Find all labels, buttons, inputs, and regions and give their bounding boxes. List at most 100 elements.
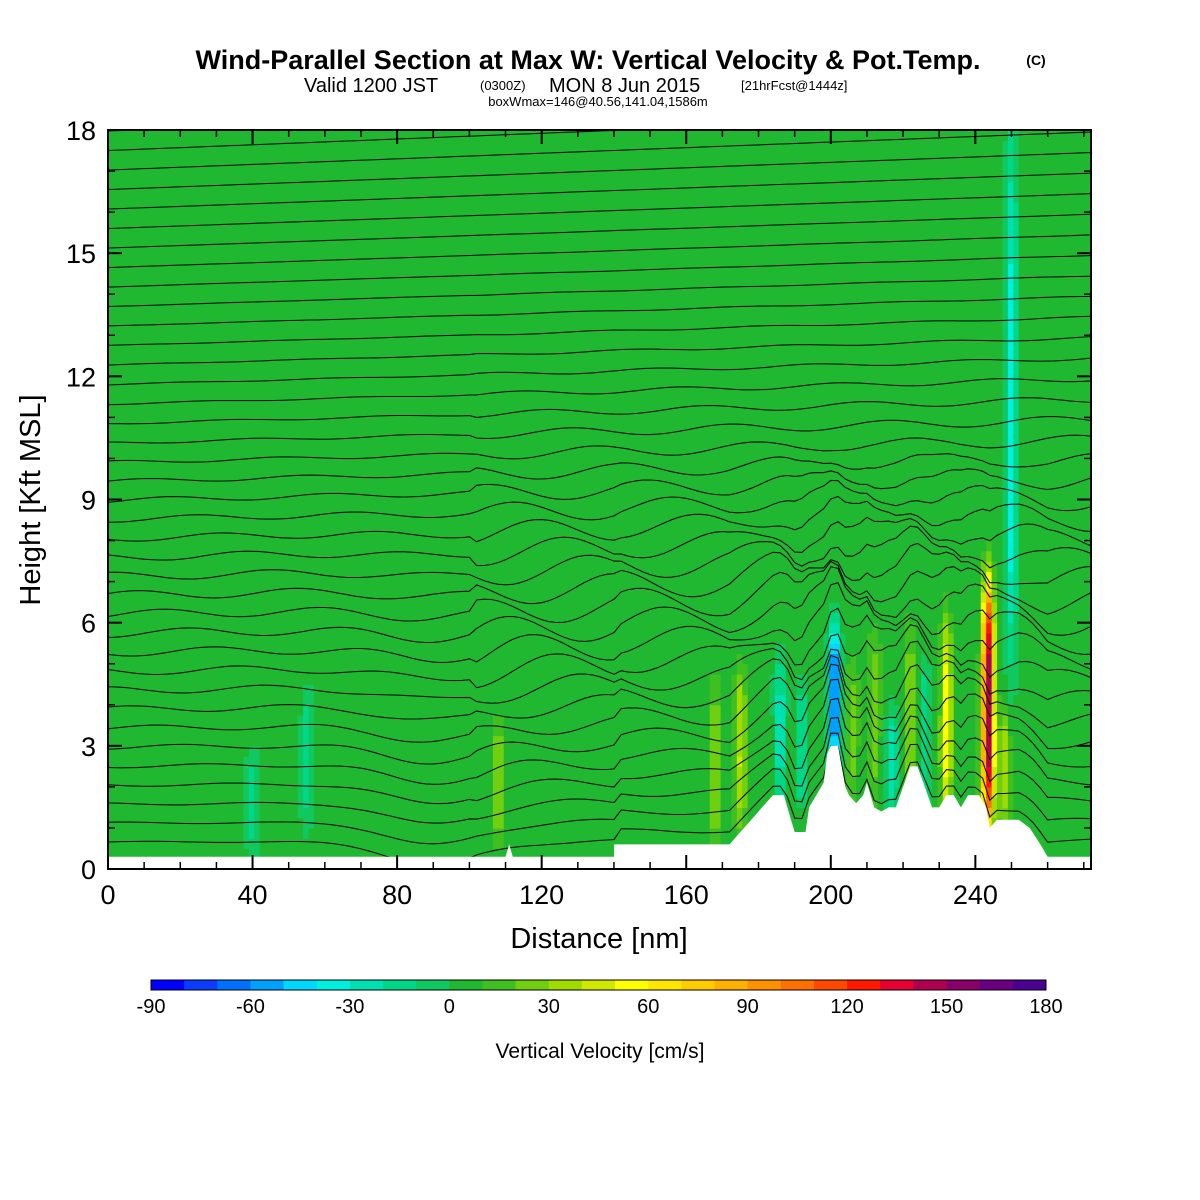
velocity-cell: [986, 817, 993, 829]
velocity-cell: [519, 130, 527, 869]
velocity-cell: [894, 786, 901, 819]
y-tick-label: 18: [66, 116, 96, 146]
velocity-cell: [921, 653, 928, 675]
x-axis-label: Distance [nm]: [510, 923, 687, 955]
velocity-cell: [1007, 571, 1014, 624]
velocity-cell: [742, 694, 749, 809]
theta-contour-line: [108, 678, 1091, 785]
velocity-cell: [731, 130, 738, 675]
velocity-cell: [715, 673, 722, 706]
velocity-cell: [568, 130, 575, 869]
colorbar-swatch: [283, 980, 318, 990]
velocity-cell: [774, 766, 781, 798]
velocity-cell: [736, 684, 743, 757]
velocity-cell: [894, 130, 901, 706]
velocity-cell: [265, 130, 272, 869]
velocity-cell: [368, 130, 375, 869]
velocity-cell: [910, 653, 917, 778]
velocity-cell: [194, 130, 201, 869]
colorbar-swatch: [449, 980, 483, 990]
velocity-cell: [812, 130, 819, 869]
theta-contour-line: [108, 131, 1091, 171]
velocity-cell: [921, 673, 928, 798]
velocity-cell: [991, 561, 998, 583]
velocity-cell: [704, 130, 711, 869]
velocity-cell: [791, 130, 798, 869]
colorbar-swatch: [946, 980, 981, 990]
velocity-cell: [986, 776, 993, 788]
velocity-cell: [915, 130, 922, 869]
subtitle-valid: Valid 1200 JST: [304, 75, 438, 97]
colorbar-swatch: [780, 980, 815, 990]
theta-contour-line: [108, 624, 1091, 704]
theta-contour-line: [108, 745, 1091, 866]
velocity-cell: [471, 130, 478, 869]
velocity-cell: [503, 130, 510, 869]
velocity-cell: [1007, 735, 1014, 829]
velocity-cell: [709, 827, 716, 850]
velocity-cell: [997, 694, 1004, 726]
velocity-cell: [736, 130, 743, 655]
velocity-cell: [303, 130, 310, 685]
theta-contour-line: [108, 468, 1091, 503]
theta-contour-line: [108, 416, 1091, 444]
velocity-cell: [850, 684, 857, 778]
colorbar-swatch: [615, 980, 649, 990]
velocity-cell: [1062, 130, 1069, 869]
colorbar-swatch: [714, 980, 749, 990]
velocity-cell: [633, 130, 640, 869]
velocity-cell: [780, 663, 787, 696]
y-tick-label: 12: [66, 362, 96, 392]
subtitle-zulu: (0300Z): [480, 78, 526, 93]
y-tick-label: 0: [81, 855, 96, 885]
x-axis-ticks: 0 40 80 120 160 200 240: [100, 130, 1085, 910]
colorbar-swatch: [548, 980, 583, 990]
colorbar-swatch: [880, 980, 914, 990]
velocity-cell: [492, 735, 499, 829]
velocity-cell: [959, 130, 966, 869]
velocity-cell: [303, 838, 310, 869]
chart-box-info: boxWmax=146@40.56,141.04,1586m: [488, 94, 708, 109]
velocity-cell: [677, 130, 684, 869]
velocity-cell: [536, 130, 543, 869]
velocity-cell: [839, 130, 846, 634]
theta-contour-line: [108, 193, 1091, 230]
velocity-cell: [454, 130, 461, 869]
velocity-cell: [145, 130, 152, 869]
velocity-cell: [980, 602, 987, 614]
velocity-cell: [601, 130, 608, 869]
velocity-cell: [904, 130, 911, 614]
velocity-cell: [308, 130, 315, 685]
x-tick-label: 240: [953, 880, 998, 910]
colorbar-swatch: [648, 980, 682, 990]
x-tick-label: 0: [100, 880, 115, 910]
velocity-cell: [492, 130, 499, 716]
velocity-cell: [1034, 130, 1042, 869]
velocity-cell: [910, 130, 917, 624]
colorbar-swatch: [581, 980, 616, 990]
velocity-cell: [167, 130, 174, 869]
velocity-cell: [774, 130, 781, 644]
velocity-cell: [986, 797, 993, 809]
velocity-cell: [758, 130, 765, 869]
velocity-cell: [612, 130, 619, 869]
velocity-cell: [986, 130, 993, 542]
velocity-cell: [997, 725, 1004, 819]
theta-contour-line: [108, 255, 1091, 288]
velocity-cell: [823, 632, 830, 767]
velocity-cell: [1007, 663, 1014, 706]
plot-area: [108, 130, 1091, 869]
velocity-cell: [715, 827, 722, 860]
y-axis-ticks: 0 3 6 9 12 15 18: [66, 116, 1091, 885]
colorbar-label: -90: [137, 996, 166, 1018]
velocity-cell: [980, 622, 987, 655]
velocity-cell: [698, 130, 705, 869]
velocity-cell: [1007, 181, 1014, 265]
velocity-cell: [818, 130, 825, 869]
y-tick-label: 15: [66, 239, 96, 269]
velocity-cell: [948, 673, 955, 778]
colorbar-swatch: [913, 980, 948, 990]
theta-contour-line: [108, 275, 1091, 308]
colorbar-swatch: [349, 980, 384, 990]
velocity-cell: [362, 130, 369, 869]
